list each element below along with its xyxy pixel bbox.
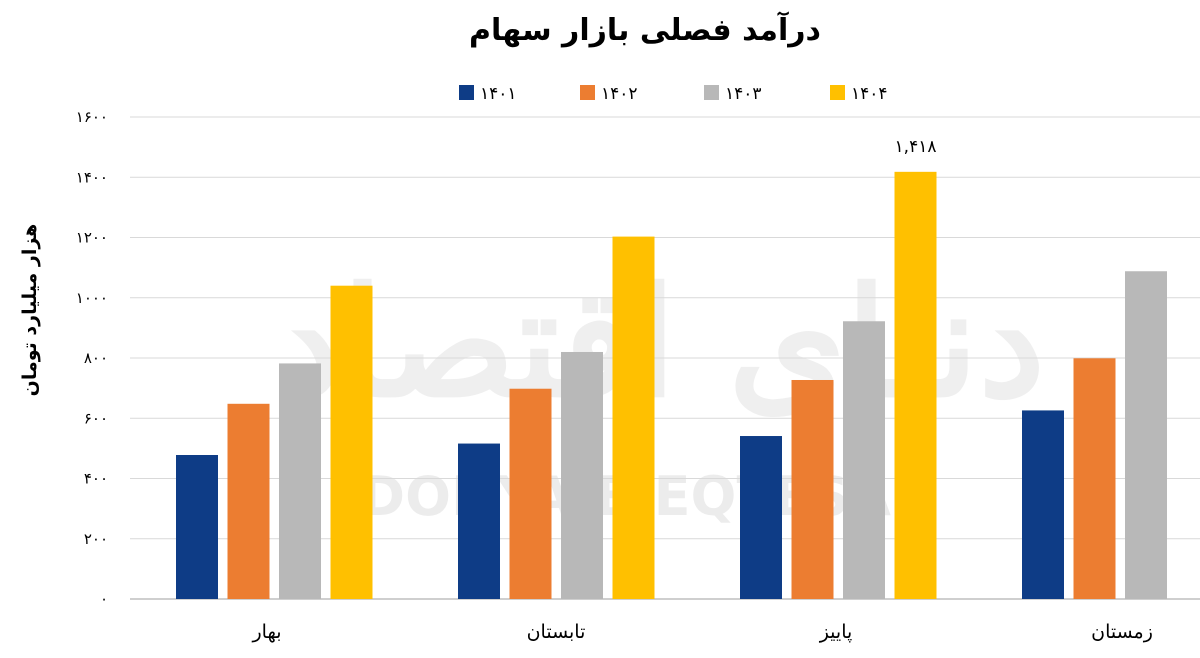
x-tick-label: بهار: [251, 621, 281, 643]
bar: [279, 363, 321, 599]
legend-label: ۱۴۰۱: [480, 84, 517, 104]
legend-swatch: [459, 85, 474, 100]
legend-label: ۱۴۰۲: [601, 84, 638, 104]
x-tick-label: پاییز: [819, 621, 853, 643]
bar: [509, 388, 552, 599]
bar: [740, 436, 782, 599]
x-tick-label: زمستان: [1091, 621, 1153, 643]
y-axis-label: هزار میلیارد تومان: [19, 224, 41, 397]
legend: ۱۴۰۱ ۱۴۰۲ ۱۴۰۳ ۱۴۰۴: [459, 84, 888, 104]
x-axis-categories: بهار تابستان پاییز زمستان: [251, 621, 1152, 643]
chart-title: درآمد فصلی بازار سهام: [469, 11, 821, 48]
x-tick-label: تابستان: [527, 621, 586, 643]
legend-label: ۱۴۰۴: [851, 84, 888, 104]
legend-item: ۱۴۰۴: [830, 84, 888, 104]
legend-label: ۱۴۰۳: [725, 84, 762, 104]
y-tick-label: ۱۶۰۰: [76, 108, 108, 126]
bar: [227, 403, 270, 599]
bar: [894, 171, 937, 599]
bar: [561, 351, 603, 599]
legend-item: ۱۴۰۲: [580, 84, 638, 104]
legend-item: ۱۴۰۳: [704, 84, 762, 104]
y-axis-ticks: ۰ ۲۰۰ ۴۰۰ ۶۰۰ ۸۰۰ ۱۰۰۰ ۱۲۰۰ ۱۴۰۰ ۱۶۰۰: [76, 108, 108, 608]
legend-swatch: [580, 85, 595, 100]
bar: [176, 455, 218, 599]
bar: [458, 443, 500, 599]
bar: [843, 321, 885, 599]
y-tick-label: ۱۰۰۰: [76, 289, 108, 307]
y-tick-label: ۸۰۰: [84, 349, 108, 367]
bars: [176, 171, 1167, 599]
bar: [1073, 358, 1116, 599]
y-tick-label: ۶۰۰: [84, 409, 108, 427]
legend-swatch: [830, 85, 845, 100]
y-tick-label: ۰: [100, 590, 108, 608]
y-tick-label: ۱۴۰۰: [76, 168, 108, 186]
legend-item: ۱۴۰۱: [459, 84, 517, 104]
bar: [1125, 271, 1167, 599]
data-label: ۱,۴۱۸: [895, 137, 937, 157]
y-tick-label: ۴۰۰: [84, 470, 108, 488]
y-tick-label: ۱۲۰۰: [76, 229, 108, 247]
bar: [791, 379, 834, 599]
bar: [330, 285, 373, 599]
legend-swatch: [704, 85, 719, 100]
y-tick-label: ۲۰۰: [84, 530, 108, 548]
data-labels: ۱,۴۱۸: [895, 137, 937, 157]
bar: [612, 236, 655, 599]
bar: [1022, 410, 1064, 599]
